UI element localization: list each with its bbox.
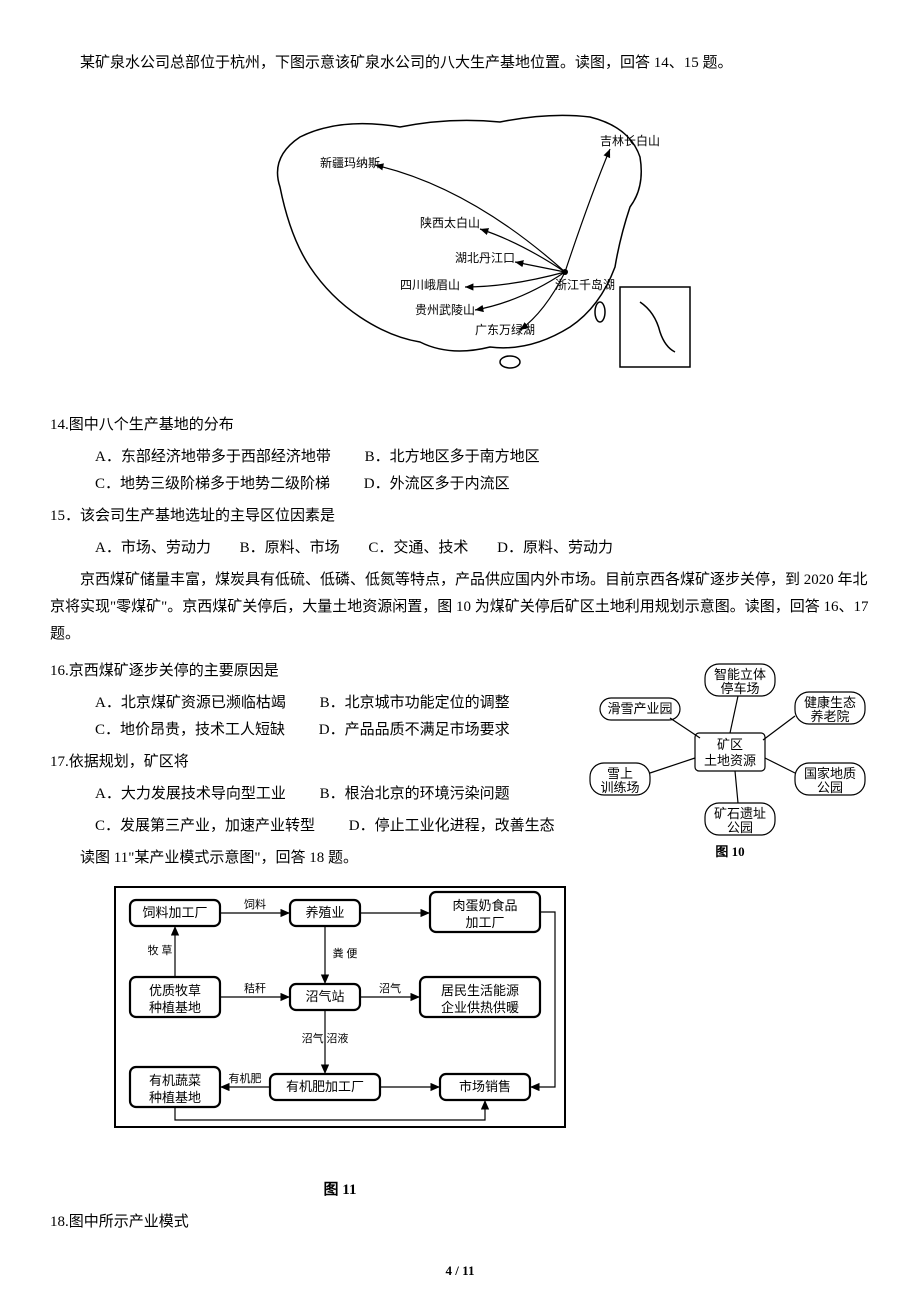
china-map-svg: 新疆玛纳斯 吉林长白山 陕西太白山 湖北丹江口 四川峨眉山 贵州武陵山 浙江千岛… xyxy=(220,87,700,387)
q15-stem: 15．该会司生产基地选址的主导区位因素是 xyxy=(50,503,870,530)
d11-el-straw: 秸秆 xyxy=(244,982,266,995)
inset-islands xyxy=(640,302,675,352)
d11-el-biogas: 沼气 xyxy=(379,981,401,995)
d11-meat-t2: 加工厂 xyxy=(465,915,504,930)
d11-el-residue: 沼气 沼液 xyxy=(302,1031,349,1045)
d11-grass-t2: 种植基地 xyxy=(149,1000,201,1015)
label-zhejiang: 浙江千岛湖 xyxy=(555,277,615,292)
q14-b: B．北方地区多于南方地区 xyxy=(365,449,540,465)
d11-caption: 图 11 xyxy=(110,1177,570,1204)
q14-stem: 14.图中八个生产基地的分布 xyxy=(50,412,870,439)
taiwan-island xyxy=(595,302,605,322)
q16-b: B．北京城市功能定位的调整 xyxy=(320,695,510,711)
hainan-island xyxy=(500,356,520,368)
q17-stem: 17.依据规划，矿区将 xyxy=(50,749,600,776)
map-inset-box xyxy=(620,287,690,367)
d11-meat-t1: 肉蛋奶食品 xyxy=(452,898,517,913)
q17-c: C．发展第三产业，加速产业转型 xyxy=(95,818,315,834)
d10-ski-l: 滑雪产业园 xyxy=(607,701,672,716)
d11-energy-t1: 居民生活能源 xyxy=(441,983,519,998)
d10-health-l1: 健康生态 xyxy=(804,695,856,710)
q16-a: A．北京煤矿资源已濒临枯竭 xyxy=(95,695,286,711)
d11-biogas-t: 沼气站 xyxy=(305,989,344,1004)
q14-options: A．东部经济地带多于西部经济地带 B．北方地区多于南方地区 C．地势三级阶梯多于… xyxy=(50,444,870,498)
d11-breed-t: 养殖业 xyxy=(305,905,344,920)
q15-d: D．原料、劳动力 xyxy=(497,535,613,562)
q16-stem: 16.京西煤矿逐步关停的主要原因是 xyxy=(50,658,600,685)
q14-a: A．东部经济地带多于西部经济地带 xyxy=(95,449,331,465)
d11-e-veg-market xyxy=(175,1100,485,1120)
d11-veg-t2: 种植基地 xyxy=(149,1090,201,1105)
label-sichuan: 四川峨眉山 xyxy=(400,278,460,292)
d10-snow-l1: 雪上 xyxy=(607,766,633,781)
d10-mine-l1: 矿石遗址 xyxy=(714,806,766,821)
page-footer: 4 / 11 xyxy=(0,1259,920,1282)
d11-el-fert: 有机肥 xyxy=(229,1071,262,1085)
d10-parking-l1: 智能立体 xyxy=(714,667,766,682)
arrow-jilin xyxy=(565,149,610,272)
d10-parking-l2: 停车场 xyxy=(720,681,759,696)
q15-a: A．市场、劳动力 xyxy=(95,535,211,562)
label-shaanxi: 陕西太白山 xyxy=(420,215,480,230)
china-map-figure: 新疆玛纳斯 吉林长白山 陕西太白山 湖北丹江口 四川峨眉山 贵州武陵山 浙江千岛… xyxy=(50,87,870,397)
q17-options: A．大力发展技术导向型工业 B．根治北京的环境污染问题 xyxy=(50,781,600,808)
intro-16-17: 京西煤矿储量丰富，煤炭具有低硫、低磷、低氮等特点，产品供应国内外市场。目前京西各… xyxy=(50,567,870,648)
q16-c: C．地价昂贵，技术工人短缺 xyxy=(95,722,285,738)
q17-d: D．停止工业化进程，改善生态 xyxy=(349,818,555,834)
d11-el-manure: 粪 便 xyxy=(333,946,358,960)
d10-center-l1: 矿区 xyxy=(717,737,743,752)
arrow-guizhou xyxy=(475,272,565,310)
intro-14-15: 某矿泉水公司总部位于杭州，下图示意该矿泉水公司的八大生产基地位置。读图，回答 1… xyxy=(50,50,870,77)
d10-health-l2: 养老院 xyxy=(810,709,849,724)
q16-options: A．北京煤矿资源已濒临枯竭 B．北京城市功能定位的调整 C．地价昂贵，技术工人短… xyxy=(50,690,600,744)
d11-el-grass: 牧 草 xyxy=(148,943,173,957)
d11-veg-t1: 有机蔬菜 xyxy=(149,1073,201,1088)
d11-market-t: 市场销售 xyxy=(459,1079,511,1094)
d11-el-feed: 饲料 xyxy=(244,897,266,911)
label-guizhou: 贵州武陵山 xyxy=(415,303,475,317)
q14-d: D．外流区多于内流区 xyxy=(364,476,510,492)
label-guangdong: 广东万绿湖 xyxy=(475,322,535,337)
d10-mine-l2: 公园 xyxy=(727,820,753,835)
q15-b: B．原料、市场 xyxy=(240,535,340,562)
diagram-10-svg: 矿区 土地资源 智能立体 停车场 滑雪产业园 健康生态 养老院 雪上 训练场 国… xyxy=(580,658,870,858)
d10-caption: 图 10 xyxy=(715,844,744,858)
d10-e4 xyxy=(650,758,695,773)
diagram-11-svg: 饲料加工厂 养殖业 肉蛋奶食品 加工厂 优质牧草 种植基地 沼气站 居民生活能源… xyxy=(110,882,570,1162)
label-jilin: 吉林长白山 xyxy=(600,133,660,148)
q15-c: C．交通、技术 xyxy=(368,535,468,562)
d10-e1 xyxy=(730,696,738,733)
arrow-sichuan xyxy=(465,272,565,287)
q18-stem: 18.图中所示产业模式 xyxy=(50,1209,870,1236)
q15-options: A．市场、劳动力 B．原料、市场 C．交通、技术 D．原料、劳动力 xyxy=(50,535,870,562)
d11-fert-t: 有机肥加工厂 xyxy=(286,1079,364,1094)
d10-geo-l1: 国家地质 xyxy=(804,766,856,781)
label-xinjiang: 新疆玛纳斯 xyxy=(320,155,380,170)
q17-b: B．根治北京的环境污染问题 xyxy=(320,786,510,802)
d10-e6 xyxy=(735,771,738,803)
d10-e3 xyxy=(763,716,795,740)
d10-e2 xyxy=(670,718,700,738)
q16-d: D．产品品质不满足市场要求 xyxy=(319,722,510,738)
q17-a: A．大力发展技术导向型工业 xyxy=(95,786,286,802)
d10-e5 xyxy=(765,758,795,773)
d11-energy-t2: 企业供热供暖 xyxy=(441,1000,519,1015)
q14-c: C．地势三级阶梯多于地势二级阶梯 xyxy=(95,476,330,492)
d10-geo-l2: 公园 xyxy=(817,780,843,795)
label-hubei: 湖北丹江口 xyxy=(455,250,515,265)
d11-grass-t1: 优质牧草 xyxy=(149,983,201,998)
d10-center-l2: 土地资源 xyxy=(704,753,756,768)
d10-snow-l2: 训练场 xyxy=(600,780,639,795)
section-16-17: 矿区 土地资源 智能立体 停车场 滑雪产业园 健康生态 养老院 雪上 训练场 国… xyxy=(50,658,870,808)
d11-feed-t: 饲料加工厂 xyxy=(142,905,207,920)
diagram-11-figure: 饲料加工厂 养殖业 肉蛋奶食品 加工厂 优质牧草 种植基地 沼气站 居民生活能源… xyxy=(110,882,870,1204)
